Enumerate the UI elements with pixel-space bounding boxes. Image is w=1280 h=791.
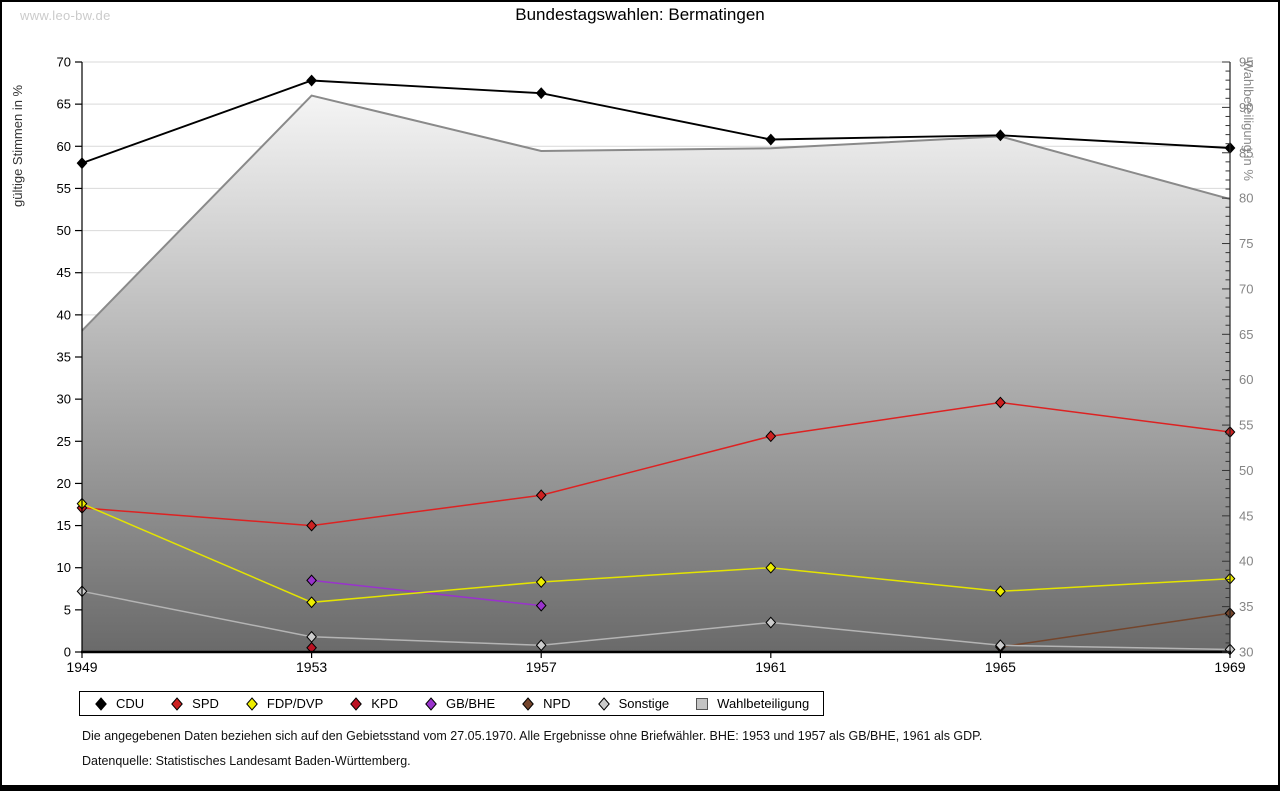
legend-item: Wahlbeteiligung bbox=[695, 696, 809, 711]
right-tick-label: 35 bbox=[1239, 599, 1253, 614]
legend-label: Sonstige bbox=[618, 696, 670, 711]
right-tick-label: 40 bbox=[1239, 554, 1253, 569]
marker-FDP/DVP-1965 bbox=[995, 585, 1006, 598]
left-tick-label: 5 bbox=[64, 602, 71, 617]
legend-diamond-swatch bbox=[350, 696, 363, 711]
legend-item: Sonstige bbox=[597, 696, 670, 711]
marker-GB/BHE-1957 bbox=[535, 599, 547, 612]
legend-label: NPD bbox=[543, 696, 571, 711]
legend-label: SPD bbox=[192, 696, 219, 711]
marker-Sonstige-1957 bbox=[535, 639, 547, 652]
marker-Sonstige-1961 bbox=[765, 616, 777, 629]
legend-diamond-swatch bbox=[95, 696, 107, 711]
left-tick-label: 25 bbox=[57, 434, 71, 449]
year-label: 1949 bbox=[66, 659, 97, 675]
left-tick-label: 50 bbox=[57, 223, 71, 238]
wahlbeteiligung-line bbox=[81, 94, 1231, 332]
left-tick-label: 30 bbox=[57, 392, 71, 407]
marker-FDP/DVP-1953 bbox=[306, 596, 317, 609]
right-tick-label: 80 bbox=[1239, 191, 1253, 206]
marker-Sonstige-1965 bbox=[995, 639, 1006, 652]
marker-SPD-1957 bbox=[535, 489, 547, 502]
legend-square-swatch bbox=[696, 697, 709, 710]
right-tick-label: 90 bbox=[1239, 100, 1253, 115]
marker-CDU-1961 bbox=[765, 133, 777, 146]
left-tick-label: 40 bbox=[57, 307, 71, 322]
right-tick-label: 70 bbox=[1239, 281, 1253, 296]
marker-FDP/DVP-1957 bbox=[535, 576, 547, 588]
left-tick-label: 35 bbox=[57, 350, 71, 365]
right-tick-label: 50 bbox=[1239, 463, 1253, 478]
right-tick-label: 60 bbox=[1239, 372, 1253, 387]
series-line-Sonstige bbox=[81, 590, 1231, 651]
left-tick-label: 0 bbox=[64, 645, 71, 660]
legend-item: KPD bbox=[349, 696, 398, 711]
left-tick-label: 65 bbox=[57, 97, 71, 112]
year-label: 1953 bbox=[296, 659, 327, 675]
legend-label: Wahlbeteiligung bbox=[717, 696, 810, 711]
left-tick-label: 10 bbox=[57, 560, 71, 575]
marker-CDU-1965 bbox=[995, 129, 1006, 142]
marker-SPD-1965 bbox=[995, 396, 1006, 409]
right-tick-label: 85 bbox=[1239, 145, 1253, 160]
left-tick-label: 55 bbox=[57, 181, 71, 196]
legend-label: GB/BHE bbox=[445, 696, 496, 711]
year-label: 1961 bbox=[755, 659, 786, 675]
marker-SPD-1961 bbox=[765, 430, 777, 443]
left-tick-label: 70 bbox=[57, 55, 71, 70]
legend: CDU SPD FDP/DVP KPD GB/BHE NPD Sonstige Wahlbet… bbox=[79, 691, 825, 716]
right-tick-label: 45 bbox=[1239, 508, 1253, 523]
wahlbeteiligung-area bbox=[82, 95, 1230, 653]
series-line-FDP/DVP bbox=[81, 503, 1231, 604]
left-tick-label: 45 bbox=[57, 265, 71, 280]
marker-CDU-1953 bbox=[306, 74, 317, 87]
legend-diamond-swatch bbox=[171, 696, 184, 711]
watermark: www.leo-bw.de bbox=[20, 8, 111, 23]
marker-FDP/DVP-1961 bbox=[765, 561, 777, 574]
legend-item: GB/BHE bbox=[424, 696, 495, 711]
legend-diamond-swatch bbox=[597, 696, 610, 711]
left-tick-label: 15 bbox=[57, 518, 71, 533]
legend-diamond-swatch bbox=[246, 696, 258, 711]
legend-label: CDU bbox=[116, 696, 145, 711]
legend-item: CDU bbox=[94, 696, 144, 711]
year-label: 1965 bbox=[985, 659, 1016, 675]
right-tick-label: 55 bbox=[1239, 418, 1253, 433]
series-line-GB/BHE bbox=[311, 579, 542, 607]
right-tick-label: 65 bbox=[1239, 327, 1253, 342]
right-tick-label: 95 bbox=[1239, 55, 1253, 70]
chart-canvas: 0 5 10 15 20 25 30 35 40 45 50 55 60 65 70 30 35 40 45 50 55… bbox=[57, 55, 1254, 676]
marker-GB/BHE-1953 bbox=[306, 574, 317, 587]
footnote-gebietsstand: Die angegebenen Daten beziehen sich auf … bbox=[82, 729, 983, 743]
left-tick-label: 60 bbox=[57, 139, 71, 154]
legend-diamond-swatch bbox=[522, 696, 534, 711]
legend-label: KPD bbox=[371, 696, 398, 711]
series-line-CDU bbox=[81, 79, 1231, 164]
legend-label: FDP/DVP bbox=[266, 696, 324, 711]
right-tick-label: 30 bbox=[1239, 645, 1253, 660]
year-label: 1969 bbox=[1214, 659, 1245, 675]
legend-item: SPD bbox=[170, 696, 219, 711]
marker-SPD-1953 bbox=[306, 519, 317, 532]
page-title: Bundestagswahlen: Bermatingen bbox=[515, 5, 765, 24]
marker-CDU-1957 bbox=[535, 87, 547, 100]
series-line-SPD bbox=[81, 401, 1231, 527]
right-tick-label: 75 bbox=[1239, 236, 1253, 251]
year-label: 1957 bbox=[526, 659, 557, 675]
left-tick-label: 20 bbox=[57, 476, 71, 491]
legend-diamond-swatch bbox=[425, 696, 437, 711]
legend-item: NPD bbox=[521, 696, 571, 711]
legend-item: FDP/DVP bbox=[245, 696, 323, 711]
series-line-NPD bbox=[1000, 612, 1231, 648]
footnote-datenquelle: Datenquelle: Statistisches Landesamt Bad… bbox=[82, 754, 411, 768]
